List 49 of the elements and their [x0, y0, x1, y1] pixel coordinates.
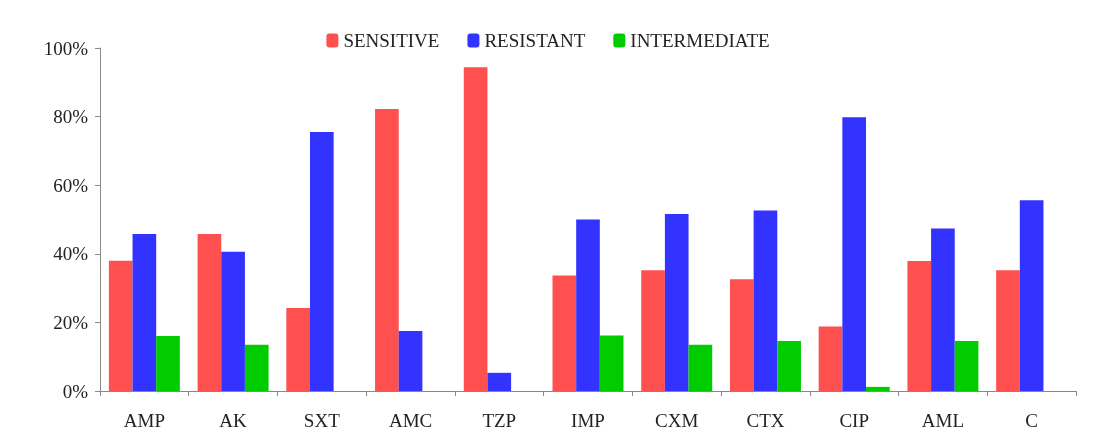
bar	[487, 372, 512, 391]
x-tick-label: CXM	[655, 410, 699, 431]
bar	[156, 336, 180, 391]
x-tick-label: AMP	[123, 410, 165, 431]
bar	[996, 270, 1020, 391]
x-tick-label: CIP	[839, 410, 869, 431]
bar	[244, 344, 269, 391]
bar	[197, 233, 222, 391]
y-tick-label: 80%	[53, 106, 89, 128]
bar	[552, 275, 577, 391]
bar	[818, 326, 843, 391]
x-tick-label: C	[1025, 410, 1038, 431]
y-tick-label: 60%	[53, 174, 89, 196]
bar	[954, 340, 979, 391]
bar	[842, 117, 867, 391]
bar	[286, 307, 310, 391]
bar	[931, 228, 955, 391]
bar	[729, 279, 754, 391]
bar	[907, 261, 932, 391]
x-tick-label: TZP	[482, 410, 517, 431]
bar	[375, 109, 399, 391]
legend-label: SENSITIVE	[343, 30, 440, 51]
y-tick-label: 40%	[53, 243, 89, 265]
bar	[688, 344, 713, 391]
y-tick-label: 20%	[53, 311, 89, 333]
x-tick-label: CTX	[746, 410, 785, 431]
bar	[599, 335, 624, 391]
bar	[398, 330, 423, 391]
bar	[309, 132, 334, 391]
legend-label: RESISTANT	[484, 30, 586, 51]
x-tick-label: IMP	[571, 410, 605, 431]
y-tick-label: 100%	[43, 37, 89, 59]
bar	[463, 67, 488, 391]
x-tick-label: AMC	[388, 410, 433, 431]
bar	[576, 219, 600, 391]
bar	[221, 251, 245, 391]
x-tick-label: SXT	[303, 410, 341, 431]
bar	[753, 210, 778, 391]
bar	[664, 214, 689, 391]
bar	[108, 260, 133, 391]
x-tick-label: AK	[219, 410, 248, 431]
x-tick-label: AML	[921, 410, 965, 431]
bar	[1019, 200, 1044, 391]
bar	[641, 270, 665, 391]
bar	[132, 233, 157, 391]
bar	[866, 386, 890, 391]
bar	[777, 340, 801, 391]
y-tick-label: 0%	[62, 380, 89, 402]
legend-label: INTERMEDIATE	[630, 30, 770, 51]
